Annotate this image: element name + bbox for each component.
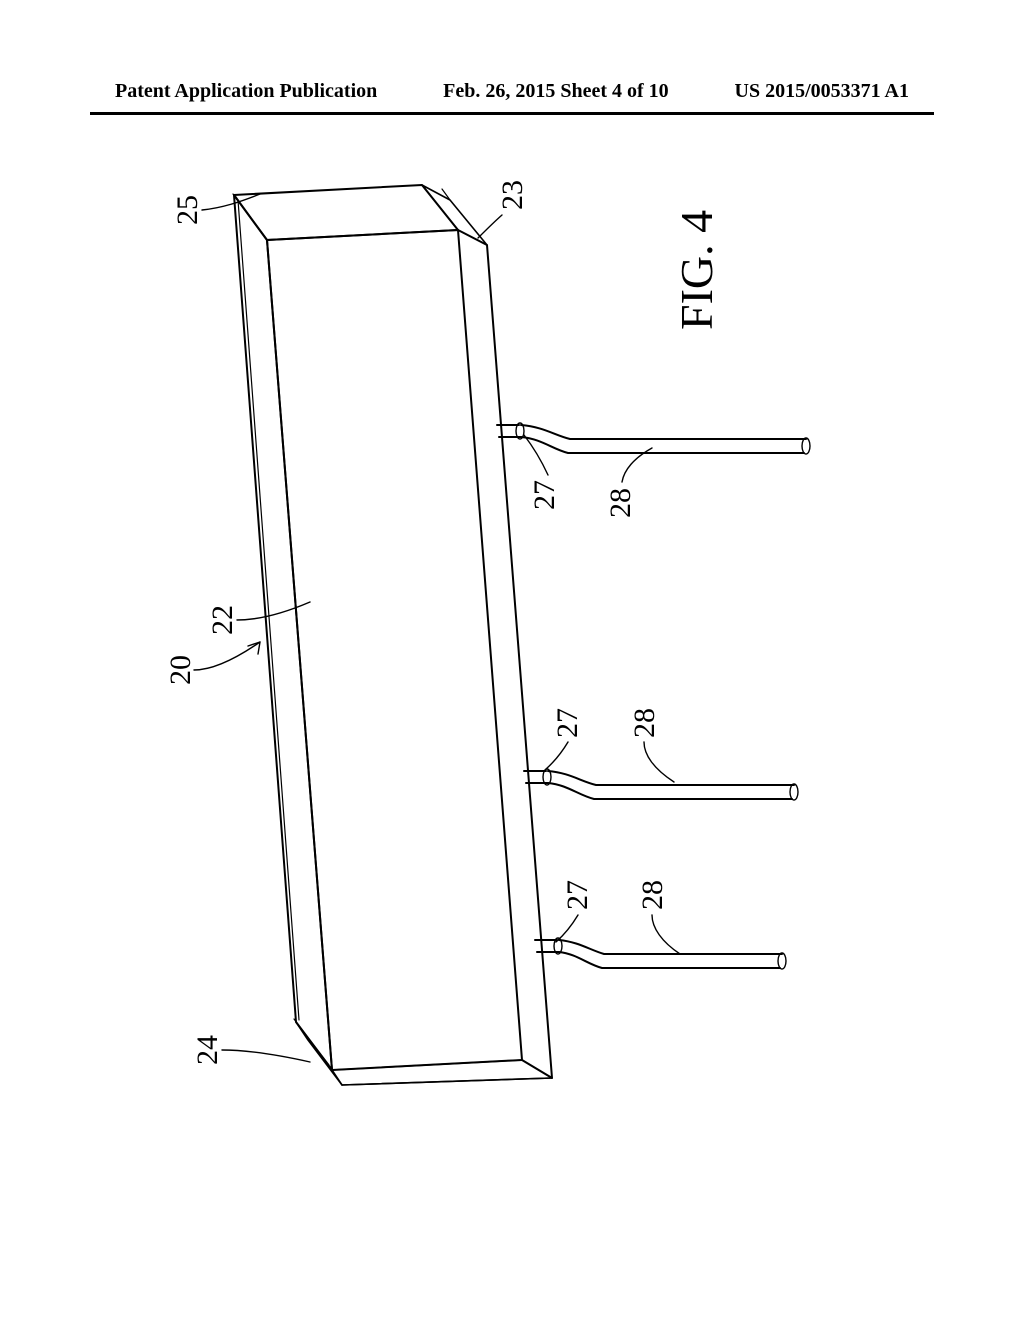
patent-figure: 20 22 24 25 23 27 27 27 28 28 28 FIG. 4 (90, 150, 934, 1250)
page-header: Patent Application Publication Feb. 26, … (0, 80, 1024, 103)
ref-28-left: 28 (636, 880, 669, 910)
ref-25: 25 (171, 195, 204, 225)
header-left: Patent Application Publication (115, 80, 377, 103)
figure-caption: FIG. 4 (671, 210, 722, 330)
ref-24: 24 (191, 1035, 224, 1065)
header-rule (90, 112, 934, 115)
ref-28-mid: 28 (628, 708, 661, 738)
header-center: Feb. 26, 2015 Sheet 4 of 10 (443, 80, 669, 103)
header-right: US 2015/0053371 A1 (735, 80, 909, 103)
ref-28-right: 28 (604, 488, 637, 518)
ref-22: 22 (206, 605, 239, 635)
ref-27-mid: 27 (551, 708, 584, 738)
ref-27-right: 27 (528, 480, 561, 510)
ref-27-left: 27 (561, 880, 594, 910)
ref-20: 20 (164, 655, 197, 685)
ref-23: 23 (496, 180, 529, 210)
